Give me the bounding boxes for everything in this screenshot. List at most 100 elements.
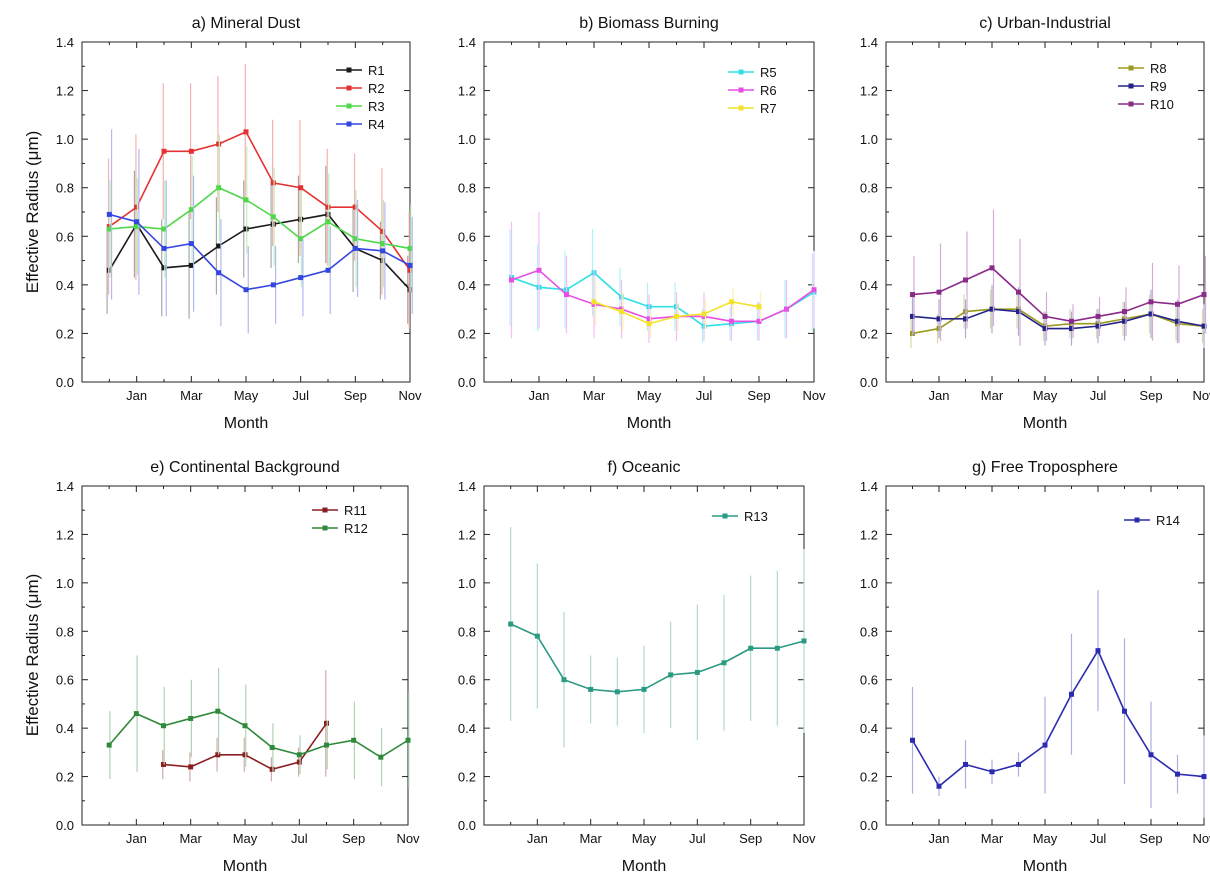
data-point [1122, 708, 1127, 714]
data-point [325, 211, 331, 217]
data-point [721, 660, 727, 666]
chart-title: e) Continental Background [150, 459, 339, 476]
y-tick-label: 0.0 [458, 375, 476, 390]
data-point [910, 292, 915, 298]
x-tick-label: Jul [291, 831, 308, 846]
y-tick-label: 0.0 [860, 818, 878, 833]
data-point [380, 248, 386, 254]
data-point [774, 645, 780, 651]
y-tick-label: 1.4 [458, 479, 476, 494]
chart-title: f) Oceanic [608, 459, 681, 476]
data-point [1095, 648, 1101, 654]
data-point [298, 236, 304, 242]
data-point [106, 267, 112, 273]
data-point [188, 764, 194, 770]
series-R3 [106, 134, 413, 293]
series-R11 [161, 670, 329, 782]
data-point [270, 214, 276, 220]
y-tick-label: 0.0 [860, 375, 878, 390]
y-tick-label: 0.2 [56, 326, 74, 341]
legend-label: R13 [744, 509, 768, 524]
data-point [1122, 318, 1127, 324]
x-axis-label: Month [627, 415, 671, 432]
y-tick-label: 1.0 [56, 576, 74, 591]
series-R4 [106, 129, 413, 334]
y-axis-label-top-row: Effective Radius (μm) [23, 131, 42, 294]
data-point [509, 277, 514, 283]
data-point [380, 258, 386, 264]
data-point [188, 207, 194, 213]
data-point [1201, 323, 1207, 329]
x-tick-label: Sep [1139, 831, 1162, 846]
data-point [989, 265, 995, 271]
data-point [242, 752, 248, 758]
data-point [352, 245, 358, 251]
y-tick-label: 1.2 [860, 527, 878, 542]
data-point [536, 267, 542, 273]
series-line [108, 710, 409, 759]
y-axis-label-bottom-row: Effective Radius (μm) [23, 574, 42, 737]
y-tick-label: 0.2 [56, 770, 74, 785]
x-tick-label: Nov [1192, 388, 1210, 403]
data-point [619, 309, 624, 315]
chart-title: g) Free Troposphere [972, 459, 1118, 476]
legend-swatch-marker [1128, 101, 1134, 107]
data-point [1201, 292, 1207, 298]
legend-label: R3 [368, 99, 385, 114]
data-point [324, 742, 329, 748]
y-tick-label: 0.8 [860, 181, 878, 196]
data-point [784, 306, 789, 312]
data-point [324, 720, 329, 726]
x-tick-label: Nov [396, 831, 420, 846]
data-point [161, 245, 167, 251]
series-R1 [106, 165, 413, 324]
data-point [1148, 299, 1154, 305]
chart-title: a) Mineral Dust [192, 15, 301, 32]
legend-swatch-marker [1128, 65, 1134, 71]
x-tick-label: Sep [342, 831, 365, 846]
y-tick-label: 1.4 [860, 35, 878, 50]
data-point [352, 236, 358, 242]
data-point [243, 197, 249, 203]
data-point [963, 316, 968, 322]
x-tick-label: Nov [1192, 831, 1210, 846]
series-line [912, 308, 1205, 335]
data-point [1148, 752, 1154, 758]
x-tick-label: Mar [579, 831, 602, 846]
x-tick-label: Mar [981, 388, 1004, 403]
x-tick-label: Sep [739, 831, 762, 846]
series-line [108, 130, 411, 271]
legend-swatch-marker [322, 507, 328, 513]
y-tick-label: 0.8 [56, 624, 74, 639]
series-line [108, 213, 411, 291]
series-line [911, 648, 1205, 788]
legend-swatch-marker [722, 513, 728, 519]
y-tick-label: 0.6 [56, 673, 74, 688]
data-point [296, 759, 302, 765]
data-point [1042, 313, 1048, 319]
data-point [989, 769, 995, 775]
data-point [756, 304, 762, 310]
data-point [1016, 289, 1021, 295]
x-tick-label: Jul [292, 388, 309, 403]
series-R14 [910, 590, 1207, 818]
series-line [511, 269, 815, 323]
series-R13 [508, 527, 807, 748]
data-point [646, 316, 652, 322]
y-tick-label: 0.8 [860, 624, 878, 639]
x-tick-label: May [637, 388, 662, 403]
legend-label: R11 [344, 503, 367, 518]
data-point [801, 638, 807, 644]
x-axis-label: Month [1023, 415, 1067, 432]
y-tick-label: 0.6 [458, 673, 476, 688]
data-point [134, 224, 140, 230]
data-point [614, 689, 620, 695]
y-tick-label: 0.2 [458, 326, 476, 341]
data-point [936, 316, 942, 322]
x-tick-label: Mar [981, 831, 1004, 846]
y-tick-label: 0.4 [458, 278, 476, 293]
data-point [748, 645, 754, 651]
data-point [405, 737, 411, 743]
data-point [296, 752, 302, 758]
